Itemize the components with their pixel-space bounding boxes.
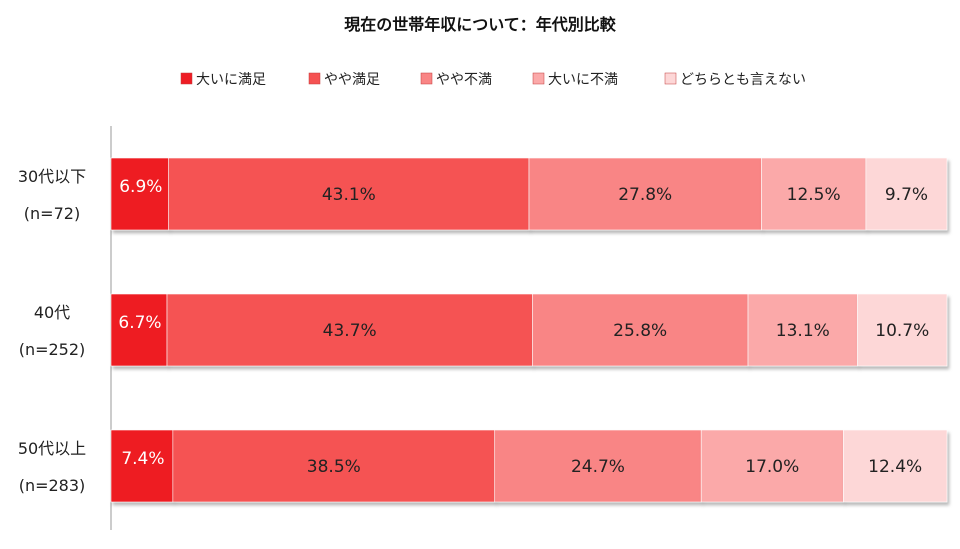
bar-segment	[532, 293, 749, 367]
category-labels: 30代以下 (n=72) 40代 (n=252) 50代以上 (n=283)	[18, 167, 86, 495]
bars: 6.9% 43.1% 27.8% 12.5% 9.7% 6.7% 43.7% 25.8% 13.…	[110, 157, 948, 503]
legend-label: やや満足	[324, 72, 380, 88]
data-label: 24.7%	[571, 457, 625, 477]
data-label: 12.5%	[787, 185, 841, 205]
legend-swatch	[420, 72, 433, 85]
category-label: 30代以下	[18, 167, 86, 186]
bar-segment	[172, 429, 496, 503]
data-label: 17.0%	[745, 457, 799, 477]
legend-label: 大いに不満	[548, 72, 618, 88]
bar-row: 7.4% 38.5% 24.7% 17.0% 12.4%	[110, 429, 948, 503]
bar-row: 6.9% 43.1% 27.8% 12.5% 9.7%	[110, 157, 948, 231]
category-label: 40代	[34, 303, 70, 322]
bar-segment	[528, 157, 762, 231]
bar-segment	[857, 293, 948, 367]
legend-label: どちらとも言えない	[680, 72, 806, 88]
data-label: 27.8%	[618, 185, 672, 205]
data-label: 6.7%	[118, 313, 161, 333]
data-label: 9.7%	[885, 185, 928, 205]
bar-segment	[865, 157, 948, 231]
bar-segment	[700, 429, 844, 503]
chart-title: 現在の世帯年収について：年代別比較	[344, 15, 617, 34]
bar-segment	[747, 293, 858, 367]
category-sample-size: (n=283)	[19, 476, 86, 495]
data-label: 43.7%	[323, 321, 377, 341]
legend: 大いに満足 やや満足 やや不満 大いに不満 どちらとも言えない	[180, 72, 806, 88]
bar-row: 6.7% 43.7% 25.8% 13.1% 10.7%	[110, 293, 948, 367]
bar-segment	[110, 429, 174, 503]
bar-segment	[110, 157, 169, 231]
bar-segment	[168, 157, 530, 231]
legend-label: やや不満	[436, 72, 492, 88]
legend-swatch	[664, 72, 677, 85]
data-label: 10.7%	[875, 321, 929, 341]
data-label: 38.5%	[307, 457, 361, 477]
category-sample-size: (n=72)	[24, 204, 80, 223]
legend-label: 大いに満足	[196, 72, 266, 88]
legend-item: 大いに不満	[532, 72, 618, 88]
bar-segment	[843, 429, 948, 503]
legend-swatch	[532, 72, 545, 85]
bar-segment	[494, 429, 702, 503]
data-label: 7.4%	[121, 449, 164, 469]
bar-segment	[110, 293, 168, 367]
data-label: 43.1%	[322, 185, 376, 205]
legend-item: 大いに満足	[180, 72, 266, 88]
data-label: 25.8%	[613, 321, 667, 341]
legend-swatch	[180, 72, 193, 85]
category-sample-size: (n=252)	[19, 340, 86, 359]
data-label: 6.9%	[119, 177, 162, 197]
category-label: 50代以上	[18, 439, 86, 458]
data-label: 12.4%	[868, 457, 922, 477]
legend-item: どちらとも言えない	[664, 72, 806, 88]
legend-item: やや不満	[420, 72, 492, 88]
legend-swatch	[308, 72, 321, 85]
legend-item: やや満足	[308, 72, 380, 88]
data-label: 13.1%	[776, 321, 830, 341]
